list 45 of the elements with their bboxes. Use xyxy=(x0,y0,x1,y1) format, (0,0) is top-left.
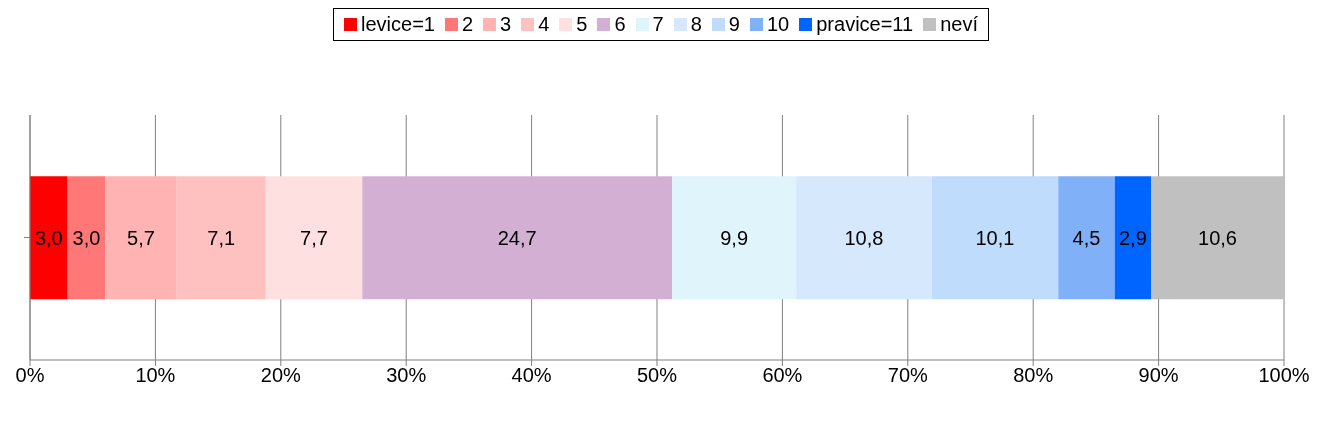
x-tick-label: 30% xyxy=(386,364,427,387)
data-label: 7,7 xyxy=(300,226,328,249)
x-tick-label: 40% xyxy=(511,364,552,387)
bar xyxy=(1058,176,1115,300)
bar xyxy=(30,176,68,300)
legend-label: 10 xyxy=(765,13,790,36)
legend-label: neví xyxy=(939,13,978,36)
data-label: 5,7 xyxy=(127,226,155,249)
legend-label: 7 xyxy=(651,13,664,36)
bar xyxy=(1114,176,1152,300)
data-label: 10,6 xyxy=(1198,226,1238,249)
x-tick-label: 90% xyxy=(1138,364,1179,387)
x-tick-label: 20% xyxy=(260,364,302,387)
legend-label: 3 xyxy=(499,13,512,36)
data-label: 3,0 xyxy=(72,226,101,249)
legend-label: levice=1 xyxy=(360,13,435,36)
x-tick-label: 50% xyxy=(636,364,678,387)
legend-label: 2 xyxy=(460,13,474,36)
bar xyxy=(67,176,106,300)
data-label: 3,0 xyxy=(34,226,63,249)
data-label: 10,1 xyxy=(975,226,1015,249)
x-tick-label: 70% xyxy=(887,364,929,387)
legend-label: 5 xyxy=(575,13,588,36)
legend-label: pravice=11 xyxy=(815,13,914,36)
data-label: 7,1 xyxy=(207,226,236,249)
bar xyxy=(105,176,177,300)
x-tick-label: 60% xyxy=(762,364,803,387)
bar xyxy=(265,176,363,300)
bar xyxy=(931,176,1059,300)
bar xyxy=(1151,176,1284,300)
x-tick-label: 10% xyxy=(135,364,176,387)
legend-label: 9 xyxy=(727,13,740,36)
x-tick-label: 0% xyxy=(15,364,45,387)
x-tick-label: 100% xyxy=(1258,364,1310,387)
legend-label: 6 xyxy=(613,13,626,36)
legend-label: 8 xyxy=(689,13,702,36)
bar xyxy=(176,176,266,300)
data-label: 9,9 xyxy=(720,226,749,249)
legend-label: 4 xyxy=(537,13,550,36)
data-label: 4,5 xyxy=(1072,226,1101,249)
data-label: 2,9 xyxy=(1118,226,1147,249)
data-label: 24,7 xyxy=(497,226,537,249)
data-label: 10,8 xyxy=(844,226,884,249)
bar xyxy=(362,176,673,300)
x-tick-label: 80% xyxy=(1013,364,1054,387)
